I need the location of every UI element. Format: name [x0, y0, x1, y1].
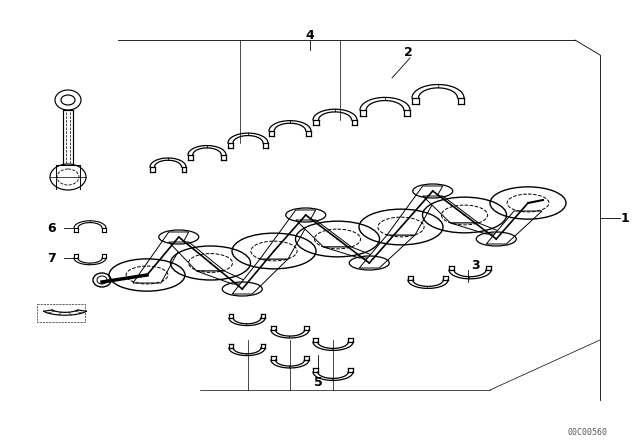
Text: 5: 5 [314, 375, 323, 388]
Text: 2: 2 [404, 46, 412, 59]
Text: 4: 4 [306, 29, 314, 42]
Text: 00C00560: 00C00560 [567, 427, 607, 436]
Text: 1: 1 [621, 211, 629, 224]
Polygon shape [196, 271, 252, 284]
Polygon shape [133, 232, 189, 283]
Text: 3: 3 [470, 258, 479, 271]
Polygon shape [423, 196, 479, 223]
Polygon shape [486, 211, 542, 244]
Polygon shape [296, 220, 351, 247]
Text: 7: 7 [47, 251, 56, 264]
Polygon shape [323, 247, 380, 258]
Polygon shape [359, 235, 415, 268]
Polygon shape [169, 242, 225, 271]
Polygon shape [232, 259, 288, 294]
Text: 6: 6 [48, 221, 56, 234]
Polygon shape [387, 186, 443, 235]
Polygon shape [260, 210, 316, 259]
Polygon shape [451, 223, 506, 234]
